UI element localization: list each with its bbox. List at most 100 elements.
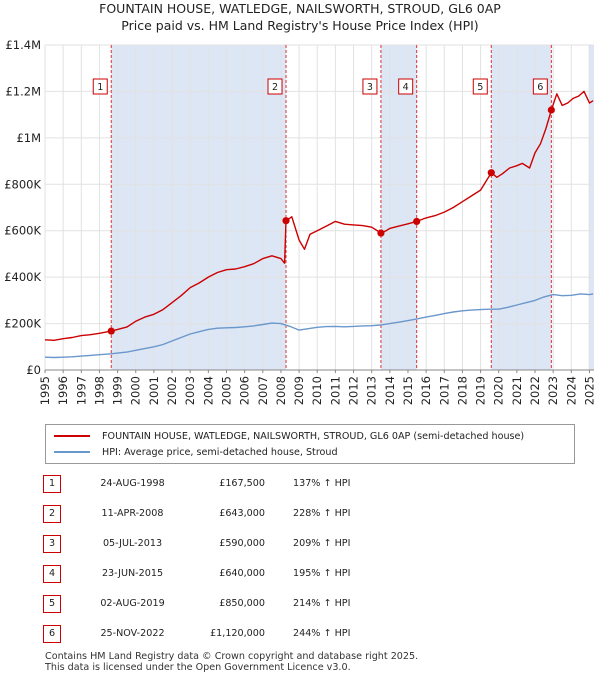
x-tick-label: 1999	[111, 376, 125, 405]
sale-hpi-change: 228% ↑ HPI	[293, 508, 351, 519]
sale-point	[282, 217, 290, 225]
x-tick-label: 1995	[38, 376, 52, 405]
x-tick-label: 2017	[437, 376, 451, 405]
sale-price: £167,500	[219, 478, 265, 489]
sale-date: 23-JUN-2015	[101, 568, 164, 579]
y-tick-label: £1M	[16, 131, 41, 145]
x-tick-label: 2019	[474, 376, 488, 405]
chart-subtitle: Price paid vs. HM Land Registry's House …	[121, 18, 479, 33]
x-tick-label: 2021	[510, 376, 524, 405]
table-row: 2 11-APR-2008 £643,000 228% ↑ HPI	[0, 505, 600, 525]
footer-licence: This data is licensed under the Open Gov…	[45, 662, 351, 673]
sale-hpi-change: 137% ↑ HPI	[293, 478, 351, 489]
sale-point	[413, 217, 421, 226]
sale-number: 2	[43, 505, 61, 523]
sale-number: 3	[43, 535, 61, 553]
legend-item-property: FOUNTAIN HOUSE, WATLEDGE, NAILSWORTH, ST…	[54, 429, 524, 443]
sale-point	[547, 106, 555, 114]
sale-date: 02-AUG-2019	[100, 598, 165, 609]
chart-title: FOUNTAIN HOUSE, WATLEDGE, NAILSWORTH, ST…	[99, 1, 501, 16]
table-row: 4 23-JUN-2015 £640,000 195% ↑ HPI	[0, 565, 600, 585]
y-tick-label: £200K	[4, 317, 41, 331]
sale-point	[487, 169, 495, 177]
y-tick-label: £1.2M	[5, 84, 41, 98]
sale-price: £1,120,000	[210, 628, 265, 639]
property-price-line	[44, 90, 594, 341]
table-row: 6 25-NOV-2022 £1,120,000 244% ↑ HPI	[0, 625, 600, 645]
legend-label-property: FOUNTAIN HOUSE, WATLEDGE, NAILSWORTH, ST…	[102, 430, 525, 442]
sale-marker-label: 6	[537, 82, 543, 93]
x-tick-label: 2010	[310, 376, 324, 405]
sale-marker-label: 2	[272, 82, 278, 93]
x-tick-label: 2016	[419, 376, 433, 405]
sale-date: 24-AUG-1998	[100, 478, 165, 489]
x-tick-label: 2023	[546, 376, 560, 405]
sale-date: 25-NOV-2022	[100, 628, 165, 639]
x-tick-label: 2002	[165, 376, 179, 405]
x-tick-label: 2025	[582, 376, 596, 405]
table-row: 1 24-AUG-1998 £167,500 137% ↑ HPI	[0, 475, 600, 495]
sale-marker-label: 4	[403, 82, 409, 93]
ownership-shade	[491, 45, 552, 370]
sale-date: 11-APR-2008	[101, 508, 164, 519]
sale-price: £850,000	[219, 598, 265, 609]
y-tick-label: £400K	[4, 270, 41, 284]
ownership-shade	[588, 45, 594, 370]
table-row: 3 05-JUL-2013 £590,000 209% ↑ HPI	[0, 535, 600, 555]
sale-price: £590,000	[219, 538, 265, 549]
sale-marker-box	[92, 78, 108, 95]
x-tick-label: 2024	[564, 376, 578, 405]
x-tick-label: 2008	[274, 376, 288, 405]
x-tick-label: 2013	[365, 376, 379, 405]
x-tick-label: 2009	[292, 376, 306, 405]
sale-hpi-change: 244% ↑ HPI	[293, 628, 351, 639]
x-tick-label: 2015	[401, 376, 415, 405]
x-tick-label: 2011	[328, 376, 342, 405]
sale-price: £640,000	[219, 568, 265, 579]
x-tick-label: 2007	[256, 376, 270, 405]
y-tick-label: £600K	[4, 224, 41, 238]
sale-number: 1	[43, 475, 61, 493]
x-tick-label: 2001	[147, 376, 161, 405]
y-tick-label: £800K	[4, 177, 41, 191]
sale-point	[107, 327, 115, 335]
sale-hpi-change: 209% ↑ HPI	[293, 538, 351, 549]
legend-swatch-property	[54, 435, 90, 437]
sale-price: £643,000	[219, 508, 265, 519]
x-tick-label: 2022	[528, 376, 542, 405]
price-chart: 1 2 3 4 5 6 £0 £200K £400K £600K £800K £1M £1.2M £1.4…	[4, 38, 596, 405]
sale-marker-label: 5	[477, 82, 483, 93]
sale-point	[377, 229, 385, 237]
sale-marker-box	[267, 78, 283, 95]
sale-marker-label: 1	[97, 82, 103, 93]
y-tick-label: £0	[26, 363, 41, 377]
x-tick-label: 2020	[492, 376, 506, 405]
legend-label-hpi: HPI: Average price, semi-detached house,…	[102, 446, 338, 458]
x-tick-label: 2000	[129, 376, 143, 405]
sale-number: 5	[43, 595, 61, 613]
footer-copyright: Contains HM Land Registry data © Crown c…	[45, 651, 419, 662]
x-tick-label: 2014	[383, 376, 397, 405]
x-tick-label: 1996	[56, 376, 70, 405]
x-tick-label: 1997	[74, 376, 88, 405]
y-tick-label: £1.4M	[5, 38, 41, 52]
sale-marker-box	[398, 78, 414, 95]
hpi-line	[44, 293, 594, 359]
footer-attribution: Contains HM Land Registry data © Crown c…	[45, 651, 418, 673]
x-tick-label: 2006	[238, 376, 252, 405]
sale-hpi-change: 214% ↑ HPI	[293, 598, 351, 609]
sale-number: 4	[43, 565, 61, 583]
sale-date: 05-JUL-2013	[102, 538, 163, 549]
x-tick-label: 2012	[347, 376, 361, 405]
x-tick-label: 1998	[92, 376, 106, 405]
sale-number: 6	[43, 625, 61, 643]
x-tick-label: 2005	[219, 376, 233, 405]
ownership-shade	[111, 45, 287, 370]
sale-marker-box	[472, 78, 488, 95]
sale-marker-box	[362, 78, 378, 95]
legend-swatch-hpi	[54, 451, 90, 453]
sale-marker-label: 3	[367, 82, 373, 93]
sale-marker-box	[532, 78, 548, 95]
legend-item-hpi: HPI: Average price, semi-detached house,…	[54, 445, 338, 459]
x-tick-label: 2004	[201, 376, 215, 405]
